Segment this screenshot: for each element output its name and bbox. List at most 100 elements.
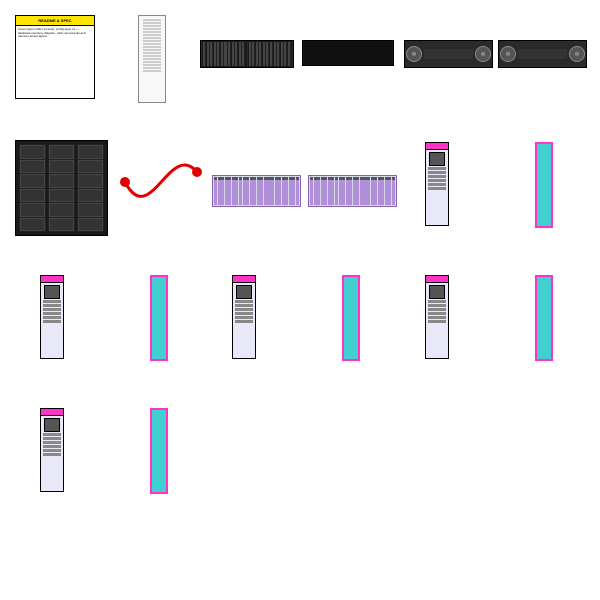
rack-bay	[248, 41, 293, 67]
blade-slot	[235, 320, 253, 323]
vd-slot	[143, 43, 161, 45]
blade-slot	[428, 167, 446, 170]
blade-slot	[235, 308, 253, 311]
chassis-drive	[49, 145, 74, 159]
blade-chip	[429, 152, 444, 166]
chassis-drive	[20, 174, 45, 188]
compute-blade	[40, 275, 64, 359]
server-rear-b: ✻✻	[498, 40, 587, 68]
spec-document: README & SPECLorem ipsum dolor sit amet,…	[15, 15, 95, 99]
blade-slot	[43, 445, 61, 448]
blade-body	[426, 282, 448, 358]
cable-connector	[192, 167, 202, 177]
memory-array-0	[212, 175, 301, 207]
chassis-drive	[20, 145, 45, 159]
blade-slot	[235, 304, 253, 307]
blade-body	[426, 149, 448, 225]
document-title: README & SPEC	[16, 16, 94, 26]
psu-mid	[424, 49, 473, 59]
blade-slot	[43, 304, 61, 307]
blade-slot	[428, 316, 446, 319]
blade-chip	[44, 418, 59, 432]
vd-slot	[143, 49, 161, 51]
blade-slot	[43, 312, 61, 315]
memory-module	[392, 177, 395, 205]
vd-slot	[143, 40, 161, 42]
vd-slot	[143, 22, 161, 24]
blade-slot	[43, 316, 61, 319]
compute-blade	[425, 275, 449, 359]
blade-slot	[428, 304, 446, 307]
storage-chassis	[15, 140, 108, 236]
chassis-drive	[49, 160, 74, 174]
expansion-module	[535, 275, 553, 361]
vd-slot	[143, 61, 161, 63]
vd-slot	[143, 37, 161, 39]
blade-body	[41, 415, 63, 491]
blade-slot	[43, 308, 61, 311]
blade-slot	[235, 300, 253, 303]
vd-slot	[143, 55, 161, 57]
blade-slot	[428, 320, 446, 323]
chassis-column	[19, 144, 46, 232]
blade-slot	[43, 437, 61, 440]
vd-slot	[143, 31, 161, 33]
chassis-column	[77, 144, 104, 232]
chassis-drive	[78, 218, 103, 232]
fan-icon: ✻	[475, 46, 491, 62]
chassis-drive	[20, 203, 45, 217]
blade-slot	[428, 308, 446, 311]
blade-slot	[43, 300, 61, 303]
vd-slot	[143, 34, 161, 36]
chassis-column	[48, 144, 75, 232]
blade-slot	[428, 312, 446, 315]
compute-blade	[232, 275, 256, 359]
blade-slot	[235, 316, 253, 319]
chassis-drive	[49, 174, 74, 188]
blade-body	[41, 282, 63, 358]
chassis-drive	[78, 160, 103, 174]
vd-slot	[143, 28, 161, 30]
compute-blade	[425, 142, 449, 226]
vertical-device	[138, 15, 166, 103]
chassis-drive	[78, 145, 103, 159]
blade-chip	[44, 285, 59, 299]
chassis-drive	[49, 218, 74, 232]
diagram-canvas: README & SPECLorem ipsum dolor sit amet,…	[0, 0, 600, 600]
expansion-module	[150, 408, 168, 494]
vd-slot	[143, 25, 161, 27]
disk-shelf-b	[302, 40, 394, 66]
chassis-drive	[20, 218, 45, 232]
blade-slot	[428, 179, 446, 182]
fan-icon: ✻	[569, 46, 585, 62]
expansion-module	[150, 275, 168, 361]
memory-array-1	[308, 175, 397, 207]
vd-slot	[143, 70, 161, 72]
blade-slot	[428, 171, 446, 174]
document-body: Lorem ipsum dolor sit amet, config spec …	[16, 26, 94, 41]
vd-slot	[143, 46, 161, 48]
chassis-drive	[20, 160, 45, 174]
fan-icon: ✻	[500, 46, 516, 62]
blade-slot	[235, 312, 253, 315]
blade-chip	[236, 285, 251, 299]
vd-slot	[143, 52, 161, 54]
chassis-drive	[78, 203, 103, 217]
memory-row	[310, 177, 395, 205]
cable-path	[125, 165, 197, 196]
rack-bay	[202, 41, 247, 67]
vd-slot	[143, 64, 161, 66]
server-rear-a: ✻✻	[404, 40, 493, 68]
chassis-drive	[78, 174, 103, 188]
blade-slot	[428, 300, 446, 303]
blade-slot	[43, 320, 61, 323]
disk-shelf-a	[200, 40, 294, 68]
blade-slot	[43, 453, 61, 456]
blade-slot	[428, 183, 446, 186]
vd-slot	[143, 58, 161, 60]
vd-slot	[143, 19, 161, 21]
chassis-drive	[49, 189, 74, 203]
blade-slot	[43, 441, 61, 444]
blade-chip	[429, 285, 444, 299]
chassis-drive	[20, 189, 45, 203]
